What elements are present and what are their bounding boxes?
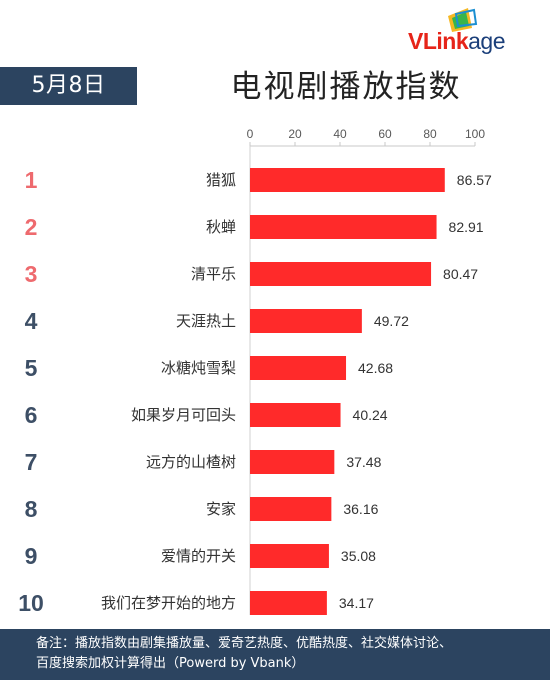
x-tick-label: 80 — [423, 127, 437, 141]
data-label: 40.24 — [353, 407, 388, 423]
rank-label: 7 — [25, 449, 38, 475]
x-tick-label: 40 — [333, 127, 347, 141]
category-label: 爱情的开关 — [161, 547, 236, 565]
rank-label: 9 — [25, 543, 38, 569]
chart-title: 电视剧播放指数 — [230, 69, 462, 105]
bar — [250, 309, 362, 333]
date-badge: 5月8日 — [0, 67, 137, 105]
bar — [250, 168, 445, 192]
footer-line-1: 备注：播放指数由剧集播放量、爱奇艺热度、优酷热度、社交媒体讨论、 — [36, 636, 453, 651]
rank-label: 2 — [25, 214, 38, 240]
vlinkage-logo: VLinkage — [408, 6, 538, 54]
bar — [250, 544, 329, 568]
data-label: 42.68 — [358, 360, 393, 376]
bar — [250, 403, 341, 427]
bar — [250, 262, 432, 286]
x-tick-label: 100 — [465, 127, 485, 141]
rank-label: 5 — [25, 355, 38, 381]
rank-label: 3 — [25, 261, 38, 287]
bar — [250, 497, 332, 521]
x-tick-label: 60 — [378, 127, 392, 141]
data-label: 49.72 — [374, 313, 409, 329]
rank-label: 8 — [25, 496, 38, 522]
data-label: 86.57 — [457, 172, 492, 188]
bar-chart: 0 20 40 60 80 100 1 猎狐 86.57 2 秋蝉 82.91 3 清平乐 80.47 4 天涯… — [18, 127, 492, 616]
rank-label: 4 — [25, 308, 38, 334]
rank-label: 6 — [25, 402, 38, 428]
category-label: 如果岁月可回头 — [131, 406, 236, 424]
x-tick-label: 0 — [247, 127, 254, 141]
bar — [250, 215, 437, 239]
bar — [250, 591, 327, 615]
category-label: 天涯热土 — [176, 312, 236, 330]
footer-note: 备注：播放指数由剧集播放量、爱奇艺热度、优酷热度、社交媒体讨论、 百度搜索加权计… — [0, 629, 550, 680]
data-label: 37.48 — [346, 454, 381, 470]
category-label: 安家 — [206, 500, 236, 518]
data-label: 35.08 — [341, 548, 376, 564]
footer-line-2: 百度搜索加权计算得出（Powerd by Vbank） — [36, 656, 305, 671]
x-tick-label: 20 — [288, 127, 302, 141]
data-label: 80.47 — [443, 266, 478, 282]
category-label: 远方的山楂树 — [146, 453, 236, 471]
bar — [250, 450, 335, 474]
category-label: 猎狐 — [206, 171, 236, 189]
data-label: 36.16 — [343, 501, 378, 517]
data-label: 82.91 — [449, 219, 484, 235]
rank-label: 10 — [18, 590, 44, 616]
logo-wordmark: VLinkage — [408, 28, 505, 54]
category-label: 秋蝉 — [206, 218, 236, 236]
category-label: 冰糖炖雪梨 — [161, 359, 236, 377]
rank-label: 1 — [25, 167, 38, 193]
category-label: 清平乐 — [191, 265, 236, 283]
logo-emblem-icon — [448, 8, 478, 32]
category-label: 我们在梦开始的地方 — [101, 594, 236, 612]
data-label: 34.17 — [339, 595, 374, 611]
bar — [250, 356, 347, 380]
